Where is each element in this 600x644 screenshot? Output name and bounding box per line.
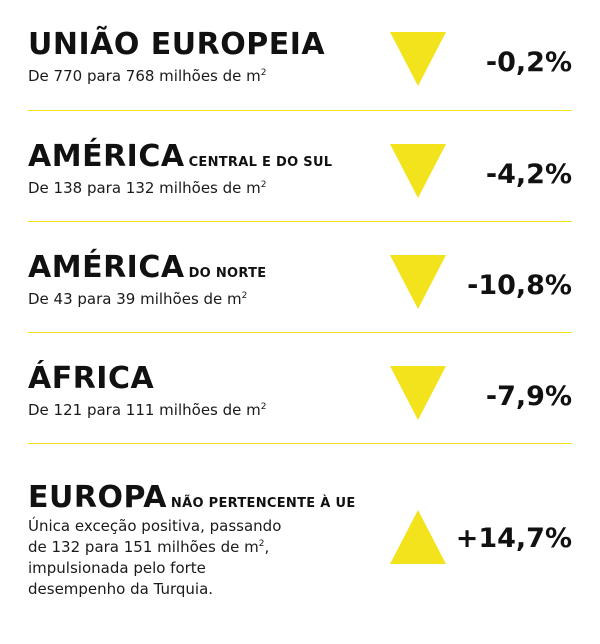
- change-percent: -7,9%: [485, 381, 572, 412]
- region-subtitle: DO NORTE: [188, 266, 267, 281]
- region-subtitle: CENTRAL E DO SUL: [188, 155, 333, 170]
- up-triangle-icon: [390, 510, 446, 564]
- region-name: ÁFRICA: [28, 361, 155, 396]
- region-description: De 43 para 39 milhões de m2: [28, 290, 248, 308]
- region-name: AMÉRICA: [28, 139, 185, 174]
- down-triangle-icon: [390, 144, 446, 198]
- region-description: Única exceção positiva, passando de 132 …: [28, 517, 282, 598]
- region-description: De 121 para 111 milhões de m2: [28, 401, 267, 419]
- region-title: AMÉRICA CENTRAL E DO SUL: [28, 142, 332, 172]
- region-title: ÁFRICA: [28, 364, 154, 394]
- region-title: AMÉRICA DO NORTE: [28, 253, 266, 283]
- divider: [28, 110, 572, 111]
- divider: [28, 221, 572, 222]
- region-title: EUROPA NÃO PERTENCENTE À UE: [28, 483, 356, 513]
- divider: [28, 443, 572, 444]
- divider: [28, 332, 572, 333]
- region-name: AMÉRICA: [28, 250, 185, 285]
- region-subtitle: NÃO PERTENCENTE À UE: [170, 496, 356, 511]
- region-title: UNIÃO EUROPEIA: [28, 30, 325, 60]
- down-triangle-icon: [390, 32, 446, 86]
- change-percent: -4,2%: [485, 159, 572, 190]
- change-percent: -0,2%: [485, 47, 572, 78]
- down-triangle-icon: [390, 366, 446, 420]
- change-percent: +14,7%: [455, 523, 572, 554]
- down-triangle-icon: [390, 255, 446, 309]
- region-name: UNIÃO EUROPEIA: [28, 27, 326, 62]
- change-percent: -10,8%: [467, 270, 572, 301]
- region-description: De 770 para 768 milhões de m2: [28, 67, 267, 85]
- region-description: De 138 para 132 milhões de m2: [28, 179, 267, 197]
- region-name: EUROPA: [28, 480, 167, 515]
